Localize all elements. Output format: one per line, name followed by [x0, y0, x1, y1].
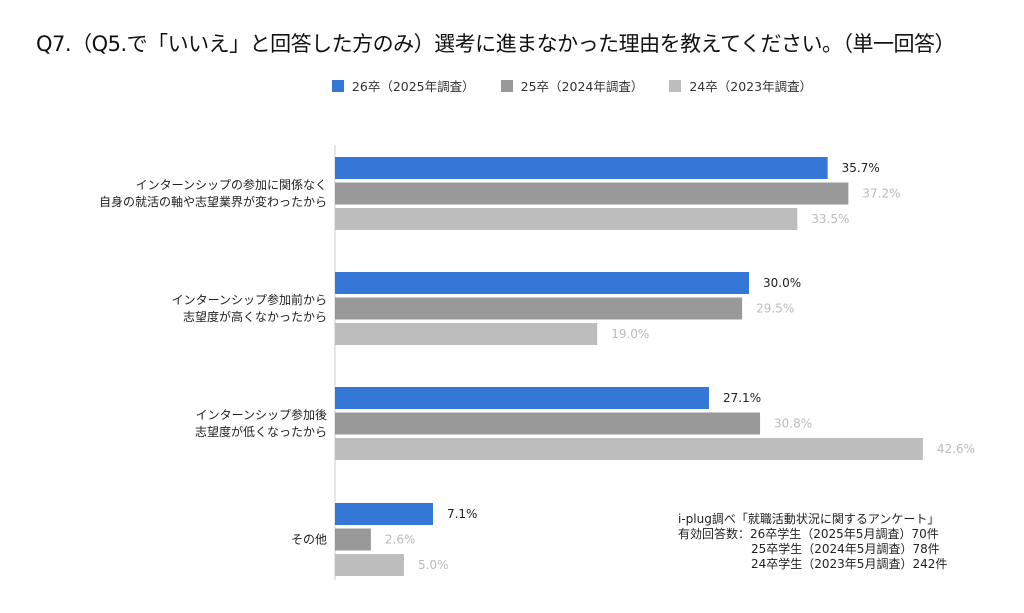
legend-swatch [500, 79, 513, 92]
category-label: 志望度が低くなったから [195, 424, 327, 439]
data-label: 29.5% [756, 302, 794, 316]
legend-item: 26卒（2025年調査） [331, 76, 475, 95]
source-text: i-plug調べ「就職活動状況に関するアンケート」 [678, 512, 940, 526]
chart-title: Q7.（Q5.で「いいえ」と回答した方のみ）選考に進まなかった理由を教えてくださ… [36, 32, 955, 56]
bar [335, 182, 849, 205]
data-label: 7.1% [447, 507, 478, 521]
bar [335, 528, 371, 551]
category-label: その他 [291, 533, 327, 547]
data-label: 27.1% [723, 391, 761, 405]
legend: 26卒（2025年調査） 25卒（2024年調査） 24卒（2023年調査） [0, 76, 1024, 95]
data-label: 5.0% [418, 558, 449, 572]
bar [335, 438, 923, 460]
data-label: 42.6% [937, 442, 975, 456]
legend-label: 25卒（2024年調査） [520, 79, 644, 94]
bar [335, 297, 743, 320]
category-label: 志望度が高くなかったから [183, 309, 327, 324]
bar [335, 323, 598, 345]
respondents-line: 有効回答数：26卒学生（2025年5月調査）70件 [678, 527, 939, 541]
bar [335, 272, 749, 294]
data-label: 37.2% [862, 187, 900, 201]
data-label: 2.6% [385, 533, 416, 547]
data-label: 35.7% [842, 161, 880, 175]
bar [335, 208, 798, 230]
legend-item: 24卒（2023年調査） [669, 76, 812, 95]
legend-item: 25卒（2024年調査） [500, 76, 644, 95]
bar [335, 412, 761, 435]
data-label: 19.0% [611, 327, 649, 341]
data-label: 30.0% [763, 276, 801, 290]
legend-swatch [669, 79, 682, 92]
data-label: 30.8% [774, 417, 812, 431]
respondents-line: 25卒学生（2024年5月調査）78件 [751, 542, 940, 556]
category-label: インターンシップ参加前から [172, 292, 327, 307]
legend-swatch [331, 79, 344, 92]
respondents-line: 24卒学生（2023年5月調査）242件 [751, 557, 948, 571]
category-label: 自身の就活の軸や志望業界が変わったから [99, 194, 327, 209]
bar [335, 387, 709, 409]
legend-label: 24卒（2023年調査） [689, 79, 813, 94]
bar [335, 157, 828, 179]
bar [335, 554, 404, 576]
legend-label: 26卒（2025年調査） [351, 79, 475, 94]
source-note: i-plug調べ「就職活動状況に関するアンケート」 有効回答数：26卒学生（20… [678, 512, 947, 572]
category-label: インターンシップの参加に関係なく [136, 177, 327, 192]
data-label: 33.5% [811, 212, 849, 226]
category-label: インターンシップ参加後 [196, 407, 327, 422]
bar [335, 503, 433, 525]
